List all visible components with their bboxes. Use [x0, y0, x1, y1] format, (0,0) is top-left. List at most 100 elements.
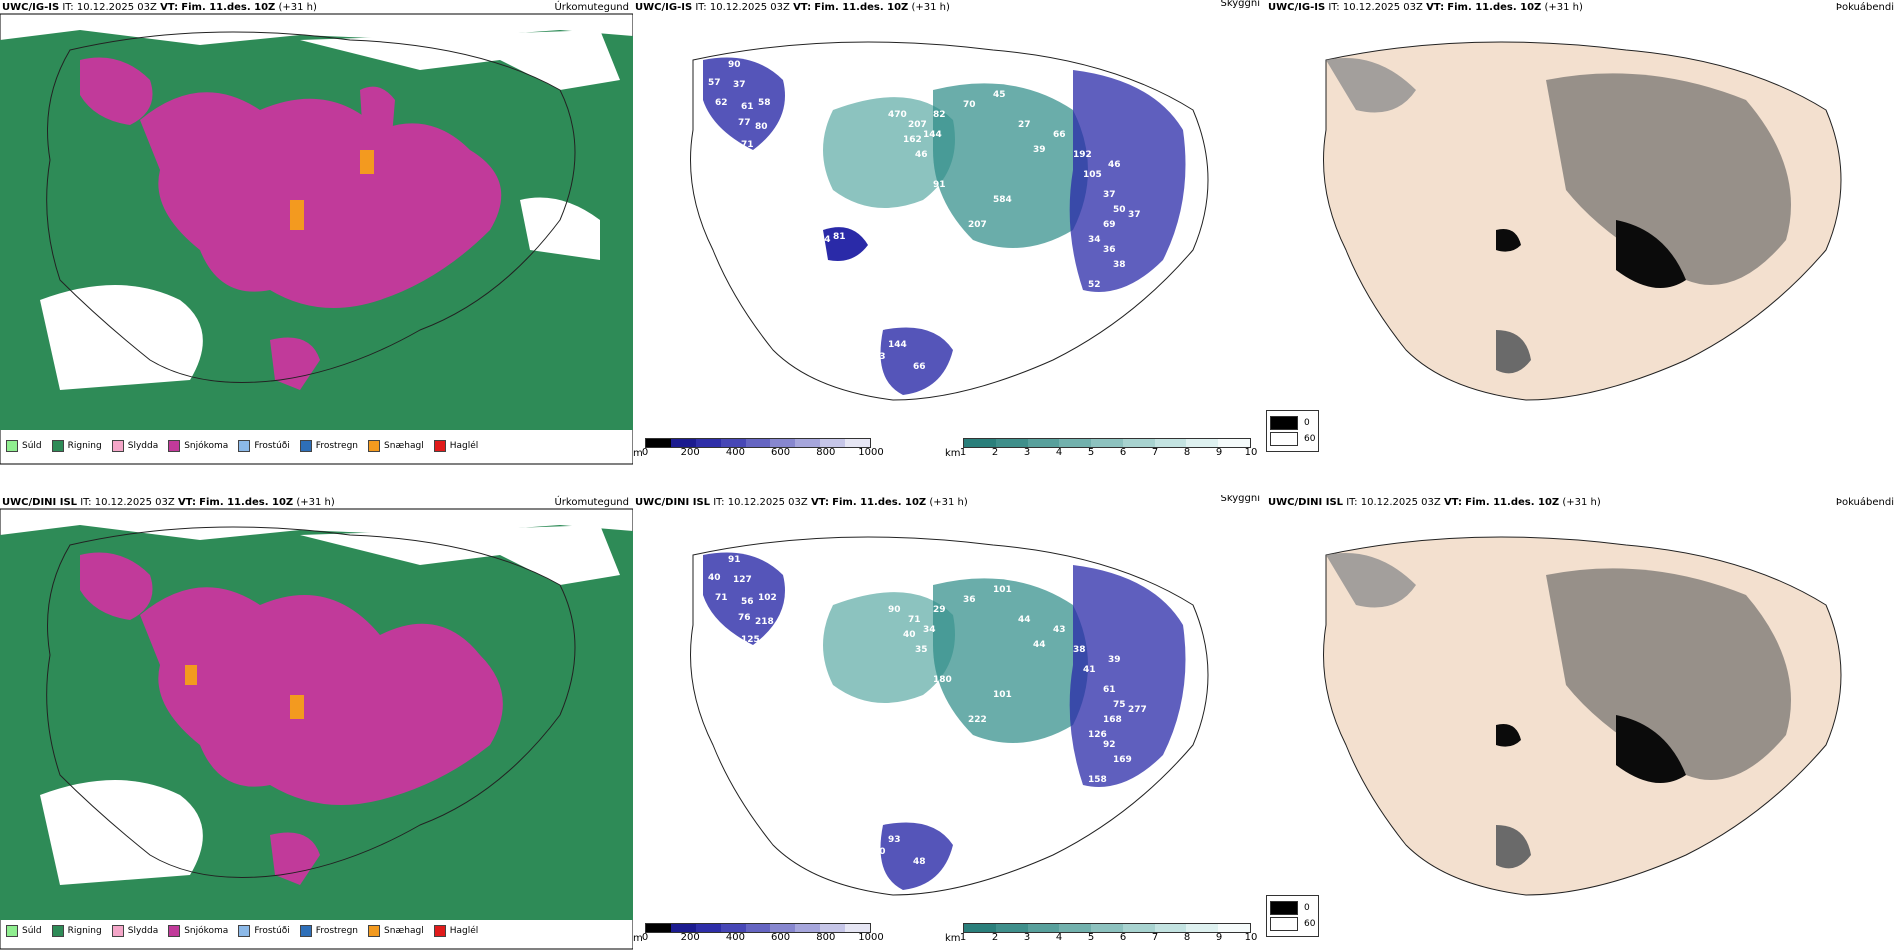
cloud-base-value: 36 — [963, 595, 976, 605]
colorbar-tick: 200 — [680, 447, 700, 458]
cloud-base-value: 61 — [1103, 685, 1116, 695]
cloud-base-value: 90 — [728, 60, 741, 70]
cloud-base-value: 162 — [903, 135, 922, 145]
cloud-base-value: 288 — [923, 210, 942, 220]
vt-label: VT: — [160, 2, 179, 13]
legend-item: Rigning — [51, 925, 102, 937]
panel-header: UWC/DINI ISL IT: 10.12.2025 03Z VT: Fim.… — [2, 497, 335, 508]
panel-title: Skyggni — [1220, 495, 1260, 504]
panel-header: UWC/IG-IS IT: 10.12.2025 03Z VT: Fim. 11… — [1268, 2, 1583, 13]
cloud-base-value: 27 — [1018, 120, 1031, 130]
model-name: UWC/DINI ISL — [1268, 497, 1344, 508]
cloud-base-value: 37 — [733, 80, 746, 90]
cloud-base-value: 45 — [993, 90, 1006, 100]
cloud-base-value: 45 — [743, 655, 756, 665]
legend-item: Frostúði — [238, 440, 290, 452]
legend-item: Snjókoma — [168, 440, 228, 452]
panel-header: UWC/DINI ISL IT: 10.12.2025 03Z VT: Fim.… — [1268, 497, 1601, 508]
legend-item: Frostregn — [299, 925, 358, 937]
cloud-base-value: 277 — [1128, 705, 1147, 715]
legend-item: Haglél — [433, 440, 478, 452]
cloud-base-value: 39 — [1033, 145, 1046, 155]
colorbar-tick: 9 — [1215, 932, 1223, 943]
cloud-base-value: 224 — [938, 735, 957, 745]
legend-item: Rigning — [51, 440, 102, 452]
cloud-base-value: 82 — [933, 110, 946, 120]
cloud-base-value: 71 — [908, 615, 921, 625]
panel-header: UWC/IG-IS IT: 10.12.2025 03Z VT: Fim. 11… — [635, 2, 950, 13]
cloud-base-value: 96 — [761, 150, 774, 160]
model-name: UWC/IG-IS — [635, 2, 693, 13]
panel-title: Skyggni — [1220, 0, 1260, 9]
cloud-base-value: 66 — [913, 362, 926, 372]
cloud-base-value: 126 — [1088, 730, 1107, 740]
cloud-base-colorbar: 0 200 400 600 800 1000 — [642, 438, 884, 458]
colorbar-tick: 5 — [1087, 447, 1095, 458]
cloud-base-value: 148 — [853, 345, 872, 355]
legend-item: Frostúði — [238, 925, 290, 937]
cloud-base-value: 222 — [968, 715, 987, 725]
legend-item: Súld — [6, 440, 42, 452]
cloud-base-value: 38 — [1113, 260, 1126, 270]
colorbar-tick: 3 — [1023, 447, 1031, 458]
cloud-base-value: 71 — [715, 593, 728, 603]
cloud-base-value: 91 — [728, 555, 741, 565]
cloud-base-value: 37 — [1103, 190, 1116, 200]
fog-map-row1 — [1323, 41, 1842, 401]
colorbar-tick: 600 — [771, 447, 791, 458]
cloud-base-value: 66 — [1053, 130, 1066, 140]
cloud-base-value: 180 — [933, 675, 952, 685]
precip-legend: Súld Rigning Slydda Snjókoma Frostúði Fr… — [6, 440, 478, 452]
panel-header: UWC/IG-IS IT: 10.12.2025 03Z VT: Fim. 11… — [2, 2, 317, 13]
legend-item: Frostregn — [299, 440, 358, 452]
visibility-unit: km — [945, 933, 961, 944]
cloud-base-value: 70 — [963, 100, 976, 110]
colorbar-tick: 4 — [1055, 447, 1063, 458]
fog-panel-row2: UWC/DINI ISL IT: 10.12.2025 03Z VT: Fim.… — [1266, 495, 1900, 950]
cloud-base-value: 49 — [963, 810, 976, 820]
cloud-base-value: 75 — [1113, 700, 1126, 710]
cloud-map-row1 — [690, 41, 1209, 401]
lead-time: (+31 h) — [278, 2, 317, 13]
precip-map-row2 — [0, 508, 633, 950]
cloud-base-value: 443 — [903, 255, 922, 265]
colorbar-tick: 400 — [725, 447, 745, 458]
cloud-base-value: 44 — [1033, 640, 1046, 650]
cloud-base-value: 41 — [833, 727, 846, 737]
cloud-base-value: 71 — [741, 140, 754, 150]
panel-title: Úrkomutegund — [554, 2, 629, 13]
cloud-base-value: 58 — [963, 315, 976, 325]
cloud-base-value: 39 — [1108, 655, 1121, 665]
cloud-base-value: 38 — [1073, 645, 1086, 655]
it-value: 10.12.2025 03Z — [76, 2, 157, 13]
cloud-base-colorbar: 0 200 400 600 800 1000 — [642, 923, 884, 943]
cloud-base-value: 58 — [758, 98, 771, 108]
cloud-base-value: 62 — [715, 98, 728, 108]
colorbar-tick: 3 — [1023, 932, 1031, 943]
cloud-base-value: 70 — [803, 735, 816, 745]
colorbar-tick: 1 — [959, 932, 967, 943]
cloud-base-value: 46 — [1108, 160, 1121, 170]
fog-legend: 0 60 — [1266, 895, 1320, 937]
colorbar-tick: 2 — [991, 932, 999, 943]
legend-item: Súld — [6, 925, 42, 937]
cloud-base-value: 584 — [993, 195, 1012, 205]
colorbar-tick: 4 — [1055, 932, 1063, 943]
cloud-base-value: 69 — [923, 705, 936, 715]
cloud-base-value: 46 — [915, 150, 928, 160]
precip-panel-row2: UWC/DINI ISL IT: 10.12.2025 03Z VT: Fim.… — [0, 495, 633, 950]
cloud-base-value: 53 — [903, 750, 916, 760]
cloud-base-value: 34 — [1088, 235, 1101, 245]
cloud-base-value: 105 — [968, 795, 987, 805]
cloud-base-value: 105 — [1083, 170, 1102, 180]
legend-item: Haglél — [433, 925, 478, 937]
cloud-base-value: 101 — [778, 240, 797, 250]
cloud-base-value: 121 — [761, 645, 780, 655]
cloud-base-value: 470 — [888, 110, 907, 120]
cloud-base-value: 52 — [1088, 280, 1101, 290]
colorbar-tick: 2 — [991, 447, 999, 458]
cloud-base-value: 218 — [755, 617, 774, 627]
cloud-base-value: 77 — [738, 118, 751, 128]
precip-legend: Súld Rigning Slydda Snjókoma Frostúði Fr… — [6, 925, 478, 937]
colorbar-tick: 800 — [816, 932, 836, 943]
